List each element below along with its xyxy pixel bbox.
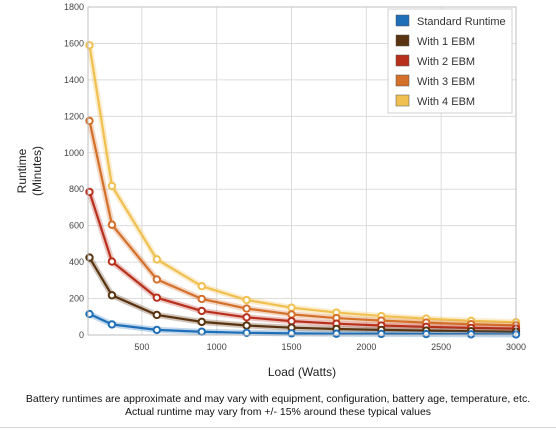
data-point (152, 255, 162, 264)
series-standard-runtime (85, 309, 521, 339)
y-tick-label: 1600 (64, 38, 84, 48)
grid-lines (88, 7, 516, 335)
y-tick-label: 600 (69, 221, 84, 231)
data-point (85, 116, 94, 126)
x-tick-label: 1500 (282, 342, 302, 352)
data-point (242, 304, 251, 313)
plot-area-frame (87, 6, 517, 336)
legend-swatch (395, 34, 410, 47)
series-with-1-ebm (85, 253, 521, 336)
y-tick-label: 1000 (64, 148, 84, 158)
data-point (332, 329, 341, 338)
bottom-divider (0, 427, 556, 428)
data-point (197, 281, 206, 291)
y-tick-label: 1800 (64, 2, 84, 12)
footnote-line-1: Battery runtimes are approximate and may… (25, 393, 531, 405)
data-point (287, 329, 296, 338)
y-tick-label: 800 (69, 184, 84, 194)
y-tick-label: 0 (79, 330, 84, 340)
data-point (107, 181, 117, 191)
data-point (152, 293, 162, 302)
y-tick-label: 400 (69, 257, 84, 267)
footnote-line-2: Actual runtime may vary from +/- 15% aro… (124, 406, 432, 418)
series-lines (85, 41, 521, 339)
legend-swatch (395, 94, 410, 107)
x-tick-label: 1000 (207, 342, 227, 352)
y-axis-title-line-2: (Minutes) (30, 146, 44, 196)
legend: Standard Runtime With 1 EBM With 2 EBM With… (387, 8, 513, 114)
data-point (197, 294, 206, 304)
x-axis-title: Load (Watts) (268, 365, 336, 379)
data-point (85, 187, 94, 197)
data-point (287, 303, 296, 312)
x-tick-label: 2000 (356, 342, 376, 352)
legend-swatch (395, 14, 410, 27)
legend-label: With 1 EBM (417, 36, 475, 48)
data-point (466, 330, 476, 339)
data-point (152, 325, 162, 335)
x-tick-label: 2500 (431, 342, 451, 352)
legend-label: Standard Runtime (417, 16, 506, 28)
data-point (152, 275, 162, 284)
data-point (287, 316, 296, 326)
tick-labels: 0 200 400 600 800 1000 1200 1400 1600 1800 500 1000… (64, 2, 526, 352)
data-point (197, 327, 206, 336)
data-point (107, 220, 117, 229)
data-point (422, 329, 431, 339)
legend-swatch (395, 54, 410, 67)
data-point (197, 306, 206, 316)
data-point (377, 329, 386, 339)
data-point (85, 253, 94, 262)
x-tick-label: 500 (134, 342, 149, 352)
data-point (152, 310, 162, 320)
legend-label: With 2 EBM (417, 56, 475, 68)
y-tick-label: 1200 (64, 111, 84, 121)
data-point (107, 291, 117, 300)
y-tick-label: 200 (69, 294, 84, 304)
data-point (242, 328, 251, 338)
x-tick-label: 3000 (506, 342, 526, 352)
data-point (85, 309, 94, 319)
data-point (242, 313, 251, 322)
data-point (107, 320, 117, 329)
data-point (287, 310, 296, 319)
data-point (107, 257, 117, 266)
y-axis-title-line-1: Runtime (15, 148, 29, 193)
legend-label: With 3 EBM (417, 76, 475, 88)
legend-label: With 4 EBM (417, 96, 475, 108)
data-point (242, 295, 251, 305)
y-tick-label: 1400 (64, 75, 84, 85)
data-point (197, 317, 206, 327)
data-point (242, 321, 251, 330)
data-point (85, 41, 94, 50)
legend-swatch (395, 74, 410, 87)
